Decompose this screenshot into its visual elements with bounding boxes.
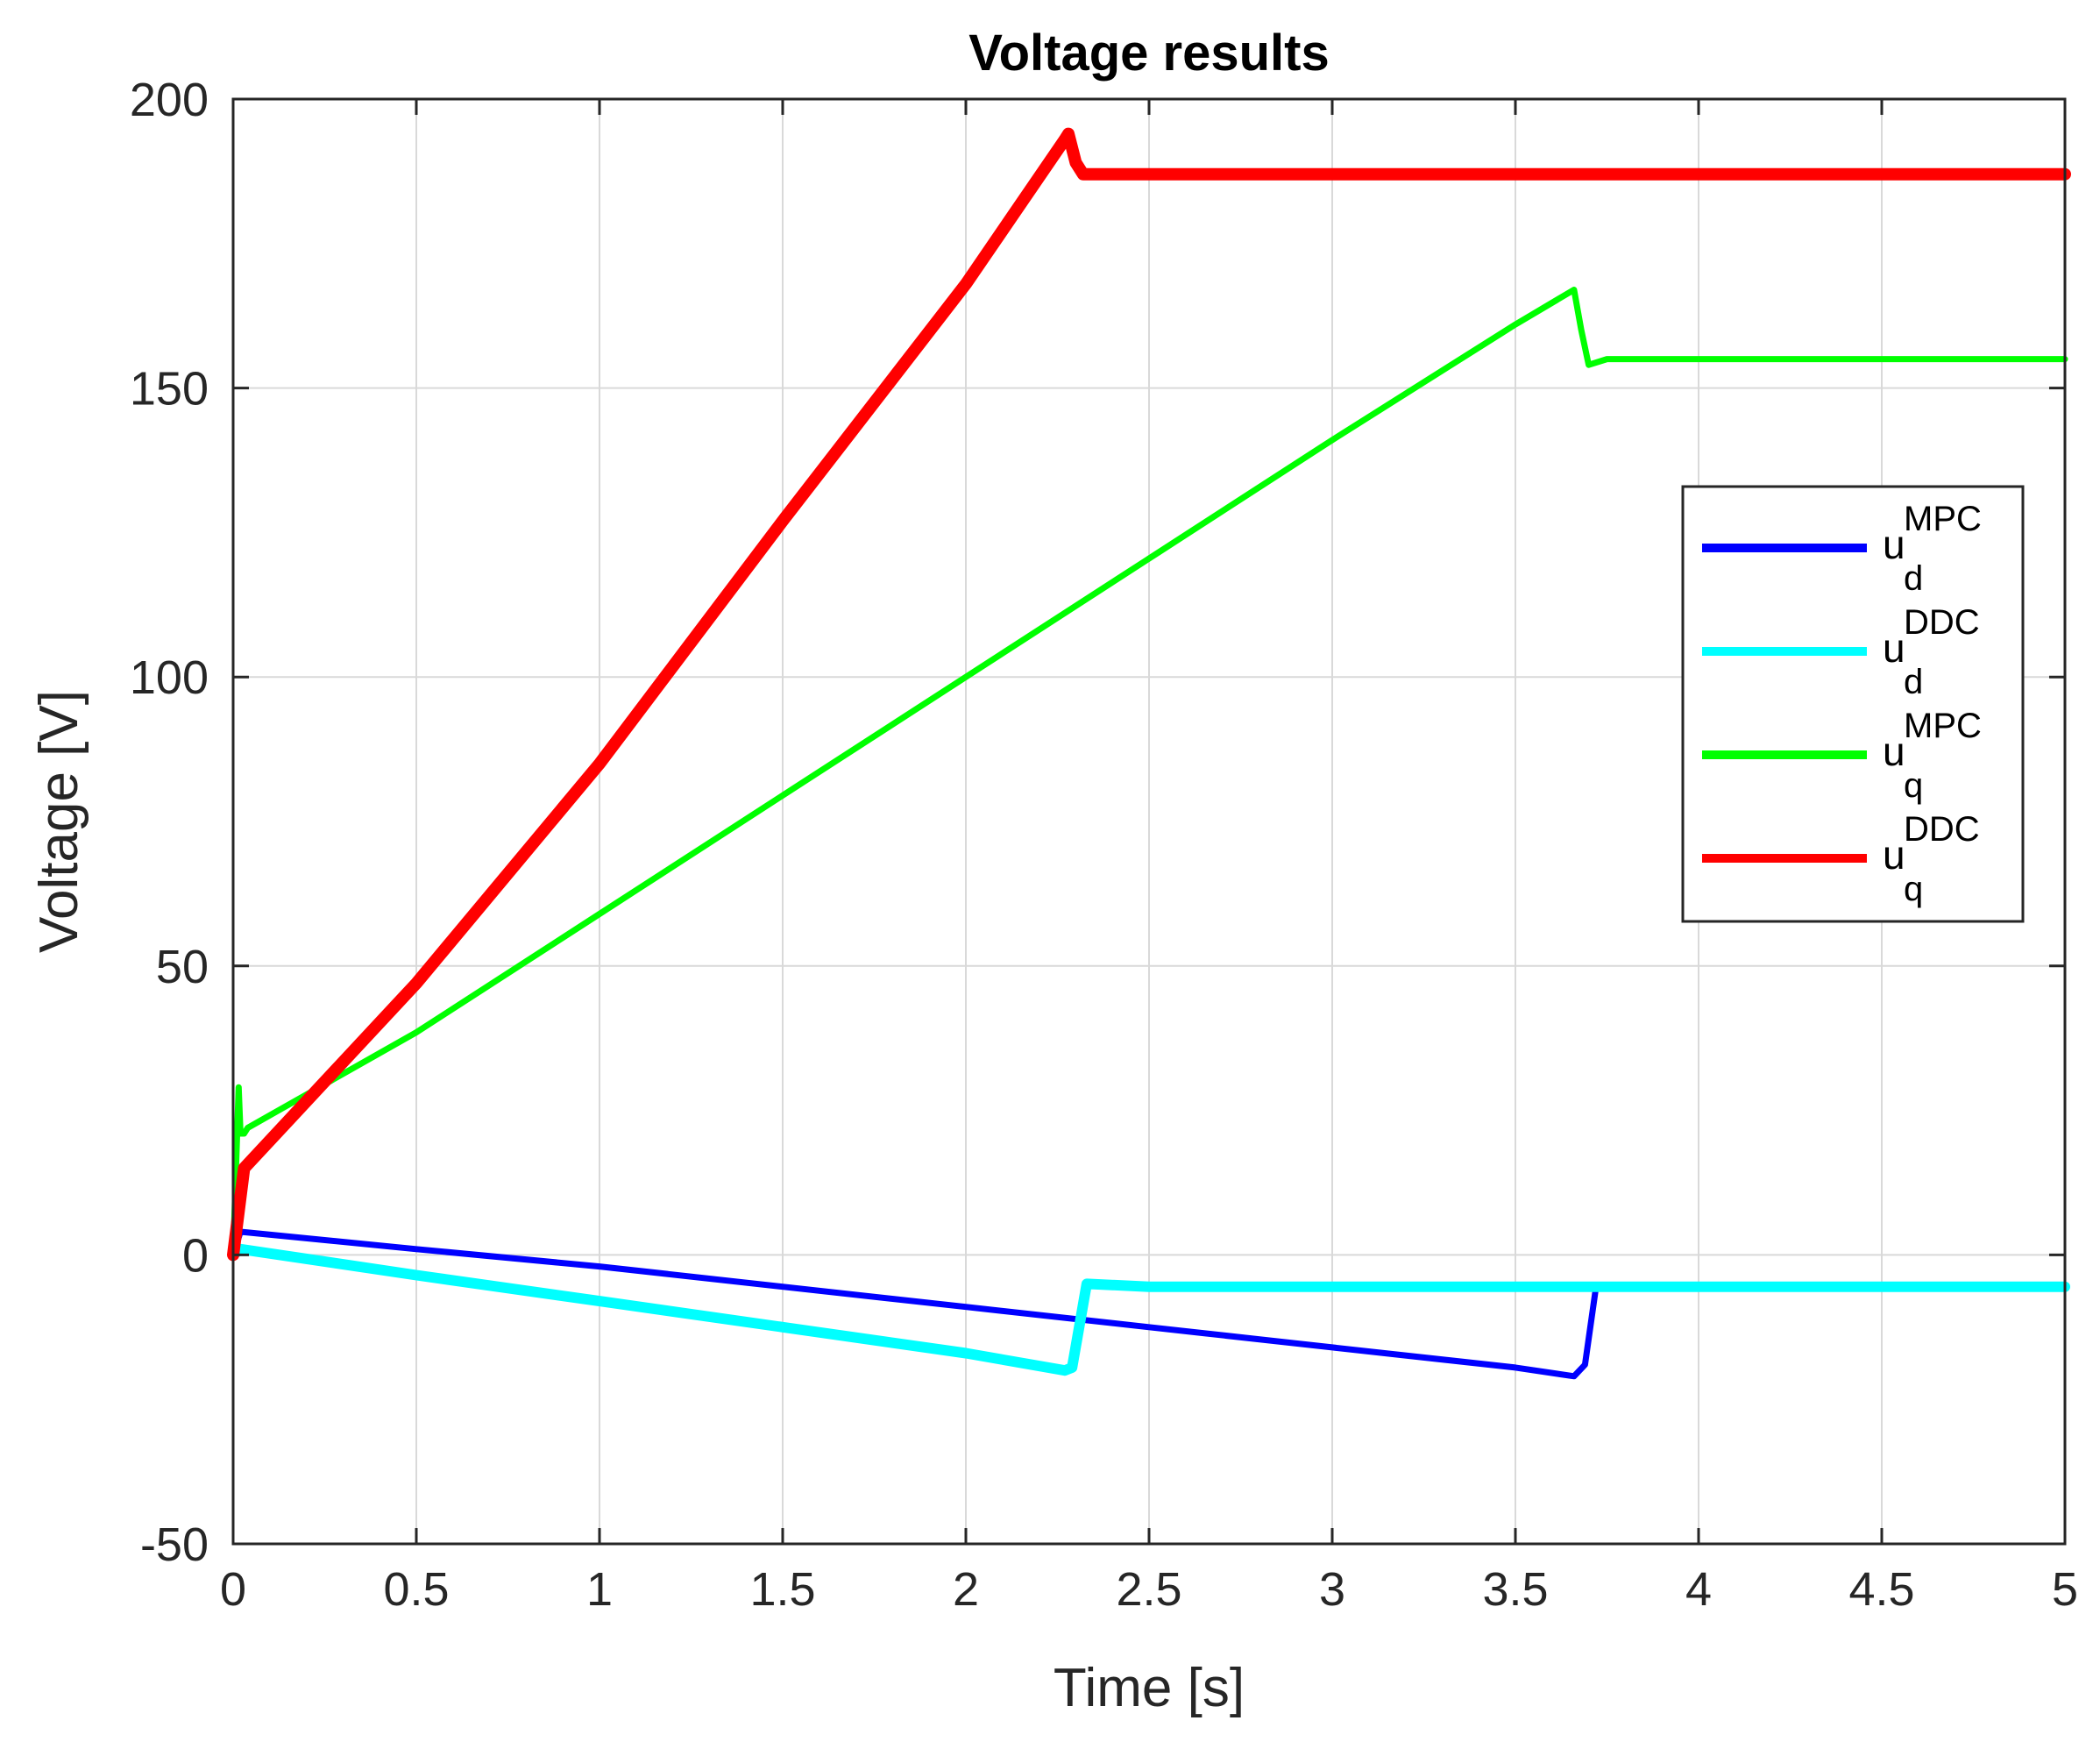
y-axis-label: Voltage [V]	[29, 690, 89, 953]
series-line-q-ddc	[227, 127, 2071, 1262]
legend-superscript: DDC	[1904, 603, 1980, 642]
x-tick-label: 5	[2052, 1563, 2078, 1616]
x-tick-label: 1	[586, 1563, 613, 1616]
x-tick-label: 4.5	[1848, 1563, 1914, 1616]
legend-entry-label: u	[1883, 625, 1905, 671]
legend-box	[1681, 485, 2025, 923]
legend-superscript: MPC	[1904, 707, 1982, 745]
x-tick-label: 3.5	[1482, 1563, 1548, 1616]
x-tick-label: 0.5	[383, 1563, 449, 1616]
y-tick-label: 0	[182, 1229, 209, 1282]
legend-subscript: d	[1904, 559, 1923, 598]
legend-entry-label: u	[1883, 729, 1905, 774]
x-axis-label: Time [s]	[1054, 1658, 1245, 1718]
legend-superscript: DDC	[1904, 810, 1980, 849]
y-tick-label: 50	[156, 941, 209, 993]
x-tick-label: 3	[1319, 1563, 1345, 1616]
y-tick-label: -50	[140, 1518, 209, 1571]
chart-title: Voltage results	[968, 25, 1330, 82]
series-line-d-ddc	[228, 1243, 2070, 1376]
data-series	[227, 127, 2071, 1380]
series-line-q-mpc	[230, 287, 2068, 1258]
y-tick-label: 150	[130, 363, 209, 416]
x-tick-label: 2.5	[1116, 1563, 1181, 1616]
legend-subscript: q	[1904, 766, 1923, 805]
y-tick-label: 200	[130, 74, 209, 126]
legend-entry-label: u	[1883, 522, 1905, 567]
y-tick-label: 100	[130, 651, 209, 704]
x-tick-label: 1.5	[749, 1563, 815, 1616]
legend-superscript: MPC	[1904, 500, 1982, 538]
legend-entry-label: u	[1883, 832, 1905, 878]
legend-subscript: q	[1904, 870, 1923, 908]
x-tick-label: 2	[953, 1563, 979, 1616]
x-tick-label: 4	[1685, 1563, 1712, 1616]
x-tick-label: 0	[220, 1563, 246, 1616]
legend-subscript: d	[1904, 663, 1923, 701]
